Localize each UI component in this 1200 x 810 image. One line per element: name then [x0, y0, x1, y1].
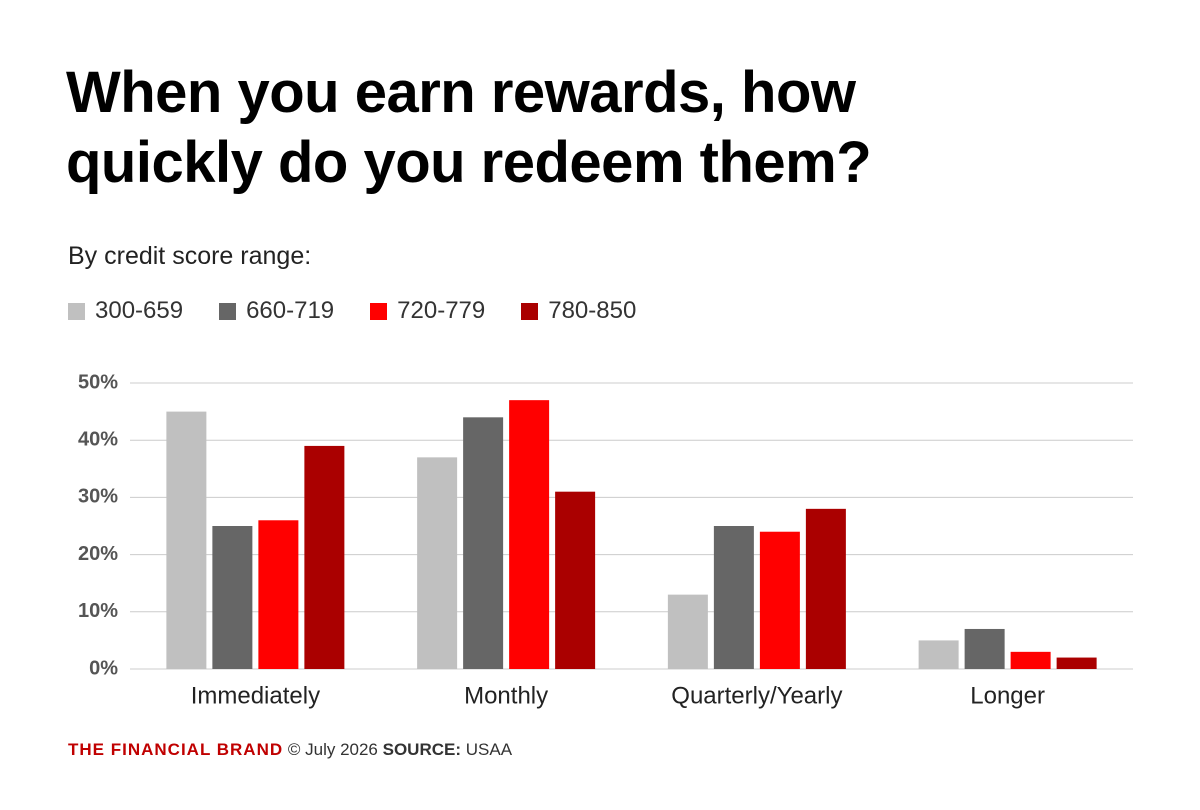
legend: 300-659 660-719 720-779 780-850 [68, 297, 672, 325]
bar [964, 628, 1005, 669]
legend-label: 780-850 [548, 297, 637, 324]
x-tick-label: Quarterly/Yearly [671, 682, 842, 709]
legend-item: 660-719 [219, 297, 334, 325]
bar [667, 594, 708, 669]
y-tick-label: 20% [78, 543, 118, 565]
legend-item: 300-659 [68, 297, 183, 325]
y-tick-label: 40% [78, 428, 118, 450]
y-tick-label: 50% [78, 371, 118, 393]
legend-label: 660-719 [246, 297, 335, 324]
legend-swatch [68, 302, 85, 320]
legend-swatch [219, 302, 237, 320]
legend-item: 720-779 [370, 297, 485, 325]
legend-label: 720-779 [397, 297, 486, 324]
bar [509, 400, 550, 669]
bar [304, 445, 345, 669]
source-label: SOURCE: [382, 740, 462, 759]
footer: THE FINANCIAL BRAND © July 2026 SOURCE: … [68, 740, 512, 760]
bar [166, 411, 207, 669]
bar [1056, 657, 1097, 669]
legend-swatch [521, 302, 539, 320]
y-tick-label: 10% [78, 600, 118, 622]
x-tick-label: Longer [970, 682, 1045, 709]
bar [759, 531, 800, 669]
source: USAA [465, 740, 513, 759]
chart: 0% 10% 20% 30% 40% 50% Immediately Monthly Quart… [78, 371, 1133, 709]
bar [918, 640, 959, 669]
date: © July 2026 [287, 740, 378, 759]
bar [1010, 651, 1051, 669]
x-tick-label: Immediately [191, 682, 320, 709]
bar [713, 526, 754, 669]
legend-label: 300-659 [95, 297, 184, 324]
y-tick-label: 0% [89, 657, 118, 679]
chart-subtitle: By credit score range: [68, 242, 312, 270]
brand: THE FINANCIAL BRAND [68, 740, 284, 759]
bar [258, 520, 299, 669]
bar [805, 508, 846, 669]
bar [417, 457, 458, 669]
legend-swatch [370, 302, 388, 320]
bar [212, 526, 253, 669]
chart-title: When you earn rewards, how quickly do yo… [66, 60, 872, 195]
bar [555, 491, 596, 669]
x-tick-label: Monthly [464, 682, 548, 709]
bar [463, 417, 504, 669]
y-tick-label: 30% [78, 486, 118, 508]
legend-item: 780-850 [521, 297, 636, 325]
